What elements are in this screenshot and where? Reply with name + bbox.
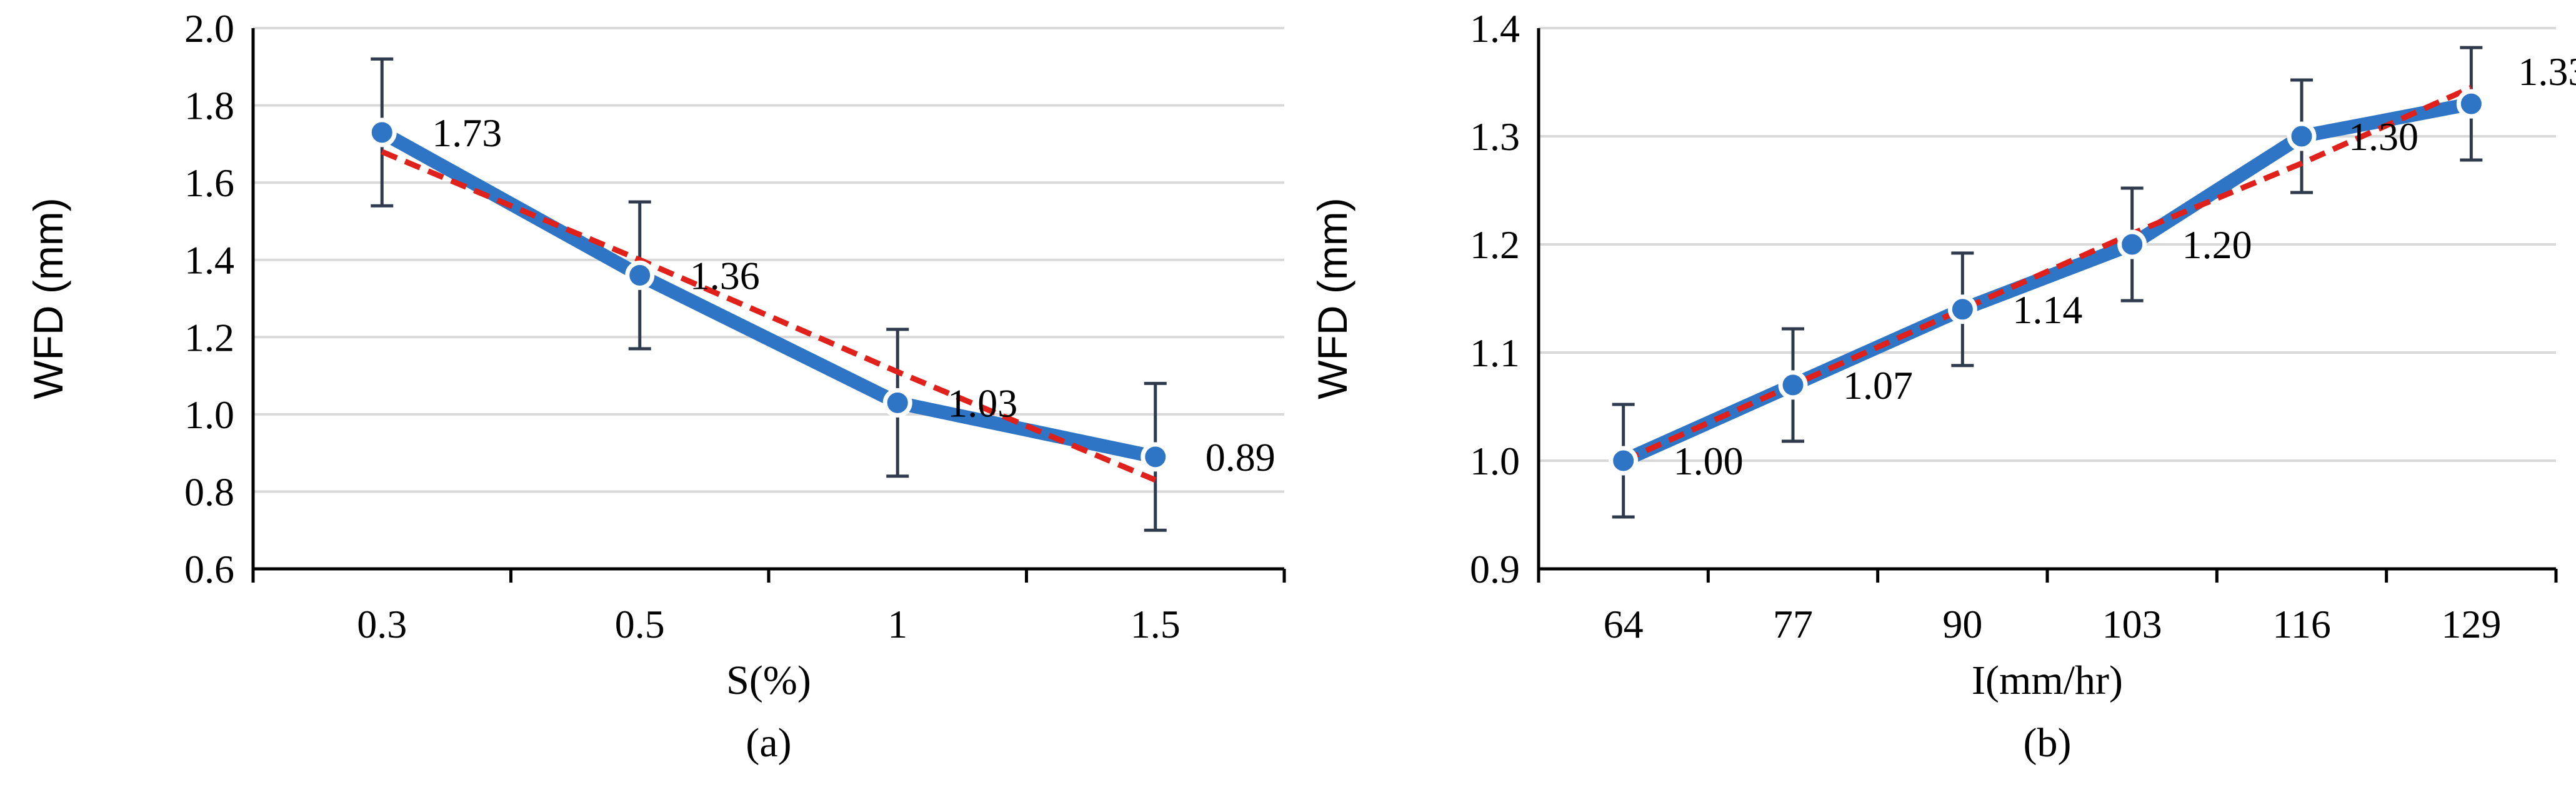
data-label: 1.33 [2518,49,2576,94]
data-point-marker [2287,121,2317,151]
data-point-marker [1609,446,1639,476]
x-tick-label: 0.3 [357,602,407,646]
x-axis-title: I(mm/hr) [1972,658,2123,703]
y-tick-label: 0.6 [184,547,234,591]
y-tick-label: 1.6 [184,161,234,205]
y-tick-label: 1.4 [1470,6,1520,51]
y-tick-label: 2.0 [184,6,234,51]
data-label: 0.89 [1206,435,1276,479]
chart-panel-b: 0.9 1.0 1.1 1.2 1.3 1.4 64 77 90 103 116 129 I(mm/hr… [1309,6,2576,766]
y-tick-label: 1.8 [184,84,234,128]
y-tick-label: 1.0 [184,393,234,437]
x-tick-label: 1.5 [1131,602,1181,646]
series-line-trend [1622,85,2473,464]
y-tick-label: 1.4 [184,238,234,283]
data-point-marker [2456,89,2486,119]
x-tick-label: 90 [1942,602,1982,646]
y-axis-title: WFD (mm) [1309,198,1355,399]
y-tick-label: 1.3 [1470,114,1520,159]
series-line-trend [381,149,1157,483]
data-point-marker [1947,294,1977,324]
data-label: 1.20 [2182,223,2252,267]
x-tick-label: 64 [1604,602,1644,646]
y-tick-label: 1.2 [184,315,234,359]
x-tick-label: 77 [1773,602,1813,646]
y-axis-title: WFD (mm) [25,198,71,399]
data-label: 1.07 [1843,363,1913,408]
data-point-marker [1141,442,1171,472]
data-point-marker [625,260,655,290]
data-label: 1.03 [947,381,1017,425]
x-tick-label: 103 [2102,602,2162,646]
x-tick-label: 1 [887,602,907,646]
y-tick-label: 1.1 [1470,331,1520,375]
data-label: 1.73 [432,111,502,155]
data-point-marker [2117,229,2147,259]
data-label: 1.30 [2349,114,2419,159]
x-tick-label: 0.5 [615,602,665,646]
panel-label: (a) [746,720,791,766]
y-tick-label: 0.8 [184,469,234,514]
data-point-marker [367,118,397,148]
data-point-marker [1778,370,1808,400]
data-point-marker [882,388,912,418]
chart-panel-a: 0.6 0.8 1.0 1.2 1.4 1.6 1.8 2.0 0.3 0.5 1 1.5 S(%) (a… [25,6,1286,766]
x-axis-title: S(%) [726,658,811,703]
data-label: 1.00 [1674,439,1744,483]
data-label: 1.14 [2012,288,2082,332]
data-label: 1.36 [690,253,760,298]
y-tick-label: 0.9 [1470,547,1520,591]
y-tick-label: 1.0 [1470,439,1520,483]
x-tick-label: 129 [2441,602,2501,646]
y-tick-label: 1.2 [1470,223,1520,267]
panel-label: (b) [2024,720,2072,766]
x-tick-label: 116 [2272,602,2331,646]
